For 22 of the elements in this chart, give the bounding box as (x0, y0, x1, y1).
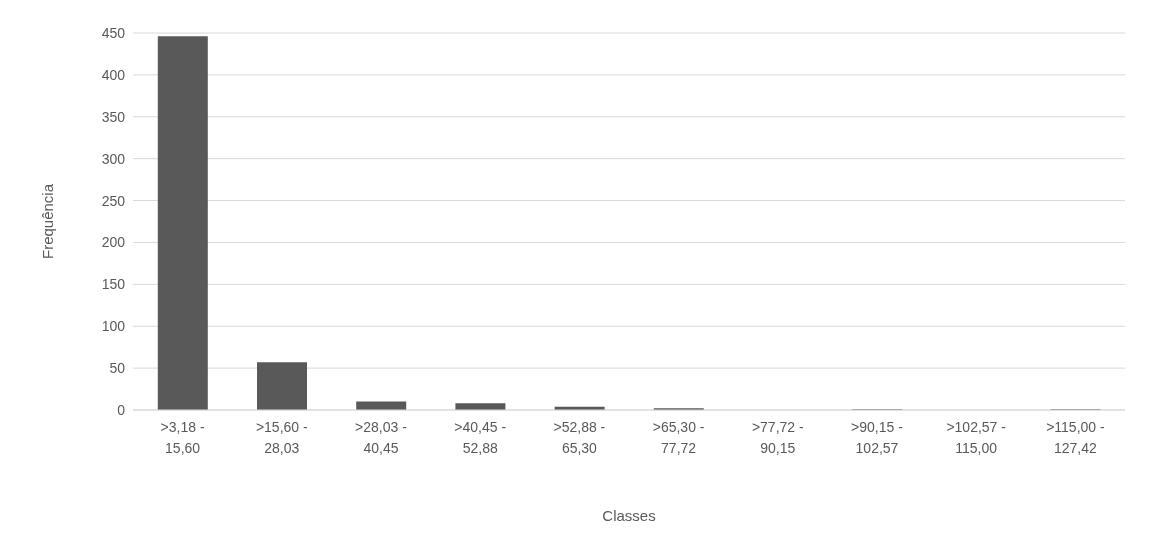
x-tick-label: >77,72 - 90,15 (751, 419, 805, 456)
x-axis-title: Classes (602, 506, 656, 524)
x-tick-label: >102,57 - 115,00 (946, 419, 1007, 456)
x-tick-label: >15,60 - 28,03 (255, 419, 309, 456)
y-tick-label: 250 (101, 192, 126, 209)
y-tick-label: 350 (101, 108, 126, 125)
x-tick-label: >3,18 - 15,60 (160, 419, 205, 456)
y-tick-label: 450 (101, 24, 126, 41)
x-tick-label: >90,15 - 102,57 (851, 419, 904, 456)
y-tick-label: 50 (109, 360, 126, 377)
y-tick-label: 400 (101, 66, 126, 83)
y-tick-label: 100 (101, 318, 126, 335)
y-tick-label: 300 (101, 150, 126, 167)
x-tick-label: >65,30 - 77,72 (652, 419, 705, 456)
y-tick-label: 200 (101, 234, 126, 251)
y-axis-title: Frequência (39, 183, 57, 260)
y-tick-label: 0 (117, 401, 126, 418)
y-tick-label: 150 (101, 276, 126, 293)
x-tick-label: >115,00 - 127,42 (1046, 419, 1105, 456)
x-tick-label: >28,03 - 40,45 (355, 419, 408, 456)
x-tick-label: >40,45 - 52,88 (454, 419, 507, 456)
x-tick-label: >52,88 - 65,30 (553, 419, 606, 456)
